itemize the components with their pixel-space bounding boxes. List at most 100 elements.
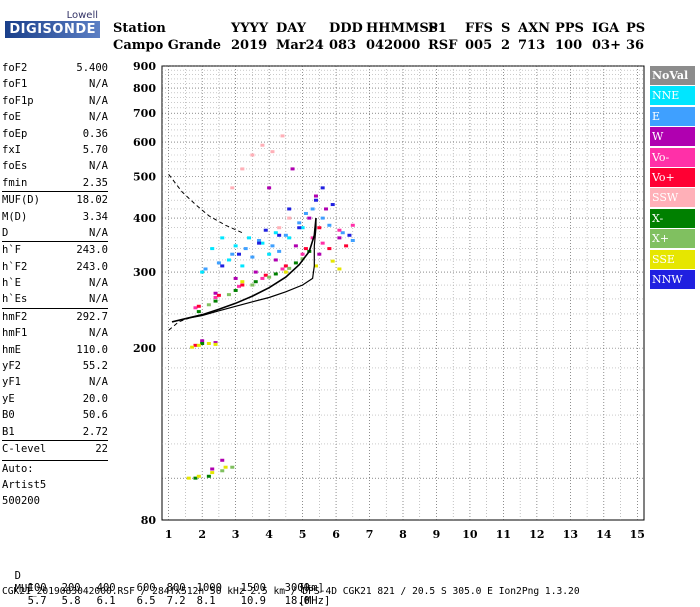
echo-point-sse xyxy=(206,341,211,345)
legend-item-nne: NNE xyxy=(650,86,695,106)
echo-point-ssw xyxy=(240,167,245,171)
echo-point-w xyxy=(317,252,322,256)
param-name: D xyxy=(2,226,9,239)
echo-point-nnw xyxy=(236,252,241,256)
echo-point-e xyxy=(270,244,275,248)
echo-point-nne xyxy=(247,236,252,240)
echo-point-e xyxy=(327,223,332,227)
muf-distance-value: 1500 xyxy=(240,582,266,594)
param-name: hmF2 xyxy=(2,310,28,323)
echo-point-nnw xyxy=(297,226,302,230)
header-value-s: 2 xyxy=(501,38,511,53)
param-row: yF2 55.2 xyxy=(2,358,108,374)
header-label-iga: IGA xyxy=(592,21,620,36)
echo-point-e xyxy=(203,267,208,271)
y-tick-label: 600 xyxy=(133,136,156,149)
bottomside-extrapolation xyxy=(168,312,210,331)
param-name: B0 xyxy=(2,409,15,422)
echo-point-vominus xyxy=(213,295,218,299)
header-value-ddd: 083 xyxy=(329,38,357,53)
header-label-year: YYYY xyxy=(231,21,269,36)
echo-point-sse xyxy=(186,476,191,480)
muf-distance-value: 3000 xyxy=(284,582,310,594)
param-value: 50.6 xyxy=(82,409,108,422)
param-row: C-level 22 xyxy=(2,439,108,457)
echo-point-e xyxy=(310,207,315,211)
param-name: fmin xyxy=(2,176,28,189)
param-value: 20.0 xyxy=(82,392,108,405)
echo-point-e xyxy=(257,238,262,242)
echo-point-nnw xyxy=(263,228,268,232)
echo-point-nne xyxy=(233,244,238,248)
echo-point-xminus xyxy=(206,474,211,478)
echo-point-sse xyxy=(240,280,245,284)
param-value: 5.400 xyxy=(76,62,108,74)
echo-point-nne xyxy=(210,247,215,251)
y-tick-label: 800 xyxy=(133,82,156,95)
param-value: 0.36 xyxy=(82,127,108,140)
autoscaling-program: Artist5 xyxy=(2,478,47,491)
x-tick-label: 5 xyxy=(299,528,307,541)
header-label-s: S xyxy=(501,21,511,36)
echo-point-sse xyxy=(337,267,342,271)
echo-point-nnw xyxy=(220,264,225,268)
header-label-time: HHMMSS xyxy=(366,21,438,36)
muf-distance-value: 600 xyxy=(136,582,156,594)
param-row: h`Es N/A xyxy=(2,291,108,307)
echo-point-vominus xyxy=(260,276,265,280)
param-row: M(D) 3.34 xyxy=(2,209,108,225)
echo-point-voplus xyxy=(216,293,221,297)
polarization-legend: NoVal NNE E W Vo- Vo+ SSW X- X+ SSE NNW xyxy=(650,66,695,290)
echo-point-w xyxy=(313,194,318,198)
echo-point-xminus xyxy=(200,341,205,345)
param-value: N/A xyxy=(89,293,108,306)
echo-point-xminus xyxy=(233,288,238,292)
param-name: h`E xyxy=(2,277,21,290)
echo-point-e xyxy=(277,249,282,253)
x-tick-label: 1 xyxy=(165,528,173,541)
autoscaling-info: Auto: Artist5 500200 xyxy=(2,459,108,509)
autoscaling-label: Auto: xyxy=(2,462,34,475)
header-label-axn: AXN xyxy=(518,21,551,36)
echo-point-e xyxy=(303,211,308,215)
header-label-station: Station xyxy=(113,21,166,36)
echo-point-sse xyxy=(213,342,218,346)
muf-distance-value: 100 xyxy=(27,582,47,594)
echo-point-xplus xyxy=(226,293,231,297)
param-value: 22 xyxy=(95,442,108,455)
param-name: foF1p xyxy=(2,94,34,107)
param-row: h`E N/A xyxy=(2,275,108,291)
echo-point-ssw xyxy=(260,143,265,147)
echo-point-nne xyxy=(220,236,225,240)
param-value: 2.35 xyxy=(82,176,108,189)
param-row: hmE 110.0 xyxy=(2,342,108,358)
echo-point-nne xyxy=(240,264,245,268)
legend-item-xplus: X+ xyxy=(650,229,695,249)
header-value-station: Campo Grande xyxy=(113,38,221,53)
echo-point-e xyxy=(350,238,355,242)
header-label-ddd: DDD xyxy=(329,21,363,36)
echo-point-e xyxy=(283,233,288,237)
echo-point-vominus xyxy=(280,267,285,271)
param-row: fmin 2.35 xyxy=(2,175,108,191)
param-value: 292.7 xyxy=(76,310,108,323)
muf-distance-value: 800 xyxy=(166,582,186,594)
echo-point-voplus xyxy=(196,304,201,308)
param-value: N/A xyxy=(89,94,108,107)
param-name: foEp xyxy=(2,127,28,140)
logo-brand: Lowell xyxy=(66,10,98,21)
x-tick-label: 14 xyxy=(596,528,612,541)
echo-point-ssw xyxy=(270,150,275,154)
scaled-parameters-panel: foF2 5.400 foF1 N/A foF1p N/A foE N/A foEp 0.36 fx… xyxy=(2,60,108,457)
param-row: D N/A xyxy=(2,225,108,241)
x-tick-label: 4 xyxy=(265,528,273,541)
header-value-year: 2019 xyxy=(231,38,268,53)
param-row: foF2 5.400 xyxy=(2,60,108,76)
muf-value-label: MUF xyxy=(14,583,34,595)
param-name: yF2 xyxy=(2,360,21,373)
param-value: 55.2 xyxy=(82,360,108,373)
param-row: foE N/A xyxy=(2,109,108,125)
param-name: h`F xyxy=(2,244,21,257)
param-row: hmF2 292.7 xyxy=(2,307,108,325)
echo-point-voplus xyxy=(283,264,288,268)
